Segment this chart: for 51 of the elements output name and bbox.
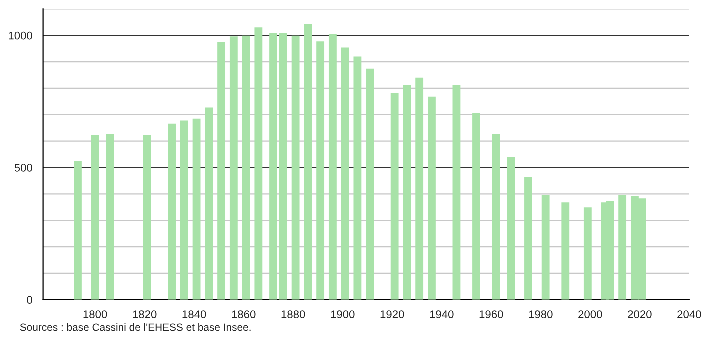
bar: [205, 108, 214, 300]
x-tick-label: 1980: [529, 310, 553, 318]
bar: [428, 96, 436, 300]
bar: [74, 161, 82, 300]
x-tick-label: 1960: [480, 310, 504, 318]
x-tick-label: 1860: [232, 310, 256, 318]
x-tick-label: 1940: [430, 310, 454, 318]
bar: [507, 157, 516, 300]
y-tick-label: 0: [27, 296, 32, 304]
bar: [242, 36, 250, 300]
bar: [168, 124, 176, 300]
bar: [143, 136, 152, 300]
bar: [270, 33, 278, 300]
bar: [416, 78, 424, 300]
bar: [230, 36, 238, 300]
bar: [584, 208, 592, 300]
bar: [192, 118, 201, 300]
bar: [472, 113, 480, 300]
bar: [180, 120, 188, 300]
bar: [354, 56, 362, 300]
y-tick-label: 500: [14, 164, 32, 172]
y-tick-label: 1000: [9, 32, 32, 40]
bar: [328, 34, 337, 300]
bar: [106, 134, 114, 300]
bar: [254, 28, 263, 300]
bar: [452, 85, 461, 300]
bar: [562, 202, 570, 300]
x-tick-label: 2040: [678, 310, 702, 318]
x-tick-label: 2000: [578, 310, 602, 318]
bar: [341, 48, 350, 300]
bar: [218, 42, 226, 300]
bar: [618, 194, 627, 300]
source-note: Sources : base Cassini de l'EHESS et base Insee.: [20, 323, 251, 332]
bar: [524, 178, 532, 300]
bar: [279, 32, 288, 300]
x-tick-label: 1840: [182, 310, 206, 318]
bar: [403, 85, 412, 300]
bar: [492, 134, 500, 300]
bar: [304, 24, 312, 300]
bar: [366, 68, 374, 300]
bar: [542, 194, 550, 300]
x-tick-label: 2020: [628, 310, 652, 318]
bar: [390, 92, 399, 300]
x-tick-label: 1920: [380, 310, 404, 318]
x-tick-label: 1900: [331, 310, 355, 318]
bar: [91, 136, 100, 300]
x-tick-label: 1880: [282, 310, 306, 318]
bar: [292, 36, 300, 300]
bar: [316, 42, 325, 300]
x-tick-label: 1820: [133, 310, 157, 318]
x-tick-label: 1800: [84, 310, 108, 318]
